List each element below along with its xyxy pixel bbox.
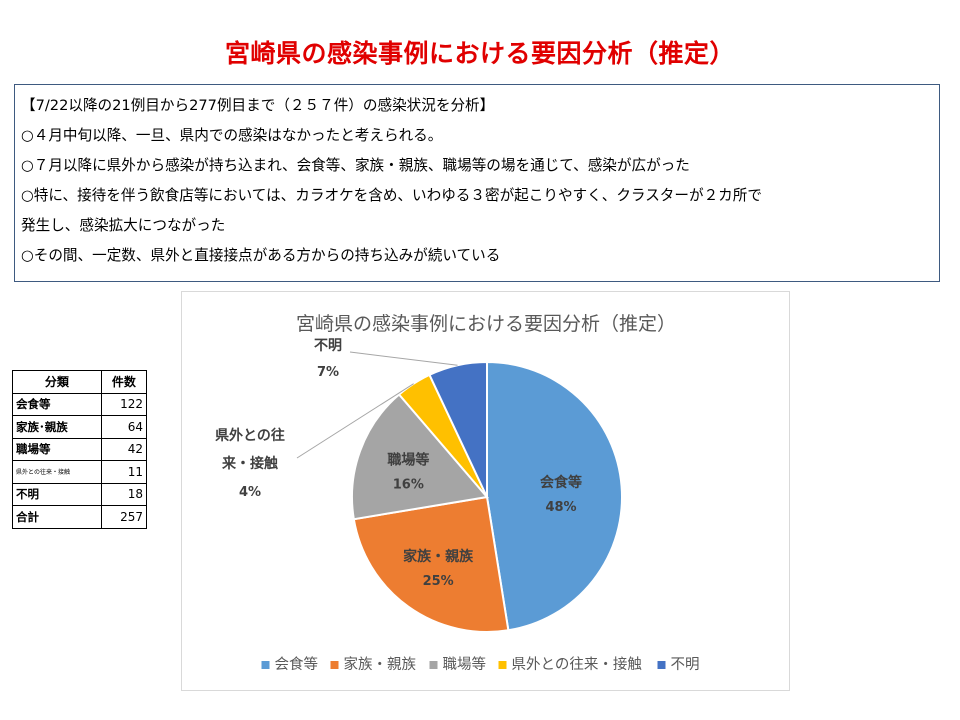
table-cell-category: 合計 (12, 505, 102, 529)
data-label-fumei: 不明 (314, 338, 342, 354)
summary-line: 発生し、感染拡大につながった (21, 217, 226, 234)
legend-label-kazoku: 家族・親族 (344, 656, 417, 673)
legend-label-kengai: 県外との往来・接触 (512, 656, 643, 673)
summary-line: ○７月以降に県外から感染が持ち込まれ、会食等、家族・親族、職場等の場を通じて、感… (21, 157, 690, 174)
leader-line-fumei (349, 351, 458, 366)
leader-line-kengai (296, 383, 414, 459)
data-label-percent-kazoku: 25% (423, 574, 454, 589)
table-cell-count: 18 (100, 482, 148, 506)
table-cell-count: 11 (100, 460, 148, 484)
legend-label-fumei: 不明 (671, 657, 700, 673)
pie-slice-kazoku (352, 495, 510, 633)
pie-chart: 宮崎県の感染事例における要因分析（推定） 会食等 48% 家族・親族 25% 職場等 16%… (181, 291, 790, 691)
table-cell-count: 122 (100, 392, 148, 416)
legend-label-kaishoku: 会食等 (275, 655, 319, 673)
pie-slice-shokuba (351, 393, 489, 521)
table-row: 県外との往来・接触 11 (12, 460, 148, 484)
table-header-row: 分類 件数 (12, 370, 148, 394)
table-cell-count: 42 (100, 437, 148, 461)
legend-swatch-fumei (657, 661, 666, 669)
summary-box: 【7/22以降の21例目から277例目まで（２５７件）の感染状況を分析】 ○４月… (14, 84, 940, 282)
table-cell-category: 職場等 (12, 437, 102, 461)
chart-title: 宮崎県の感染事例における要因分析（推定） (296, 313, 676, 335)
table-row: 不明 18 (12, 482, 148, 506)
summary-line: ○特に、接待を伴う飲食店等においては、カラオケを含め、いわゆる３密が起こりやすく… (21, 187, 762, 204)
data-label-percent-shokuba: 16% (393, 477, 424, 492)
data-label-percent-kaishoku: 48% (545, 500, 576, 515)
table-row: 会食等 122 (12, 392, 148, 416)
table-cell-category: 不明 (12, 482, 102, 506)
table-cell-category: 会食等 (12, 392, 102, 416)
table-row-total: 合計 257 (12, 505, 148, 529)
data-label-kaishoku: 会食等 (540, 474, 582, 491)
data-label-kengai: 県外との往 (215, 427, 285, 444)
pie-slice-kaishoku (486, 360, 623, 632)
legend-swatch-shokuba (429, 661, 438, 669)
legend-swatch-kazoku (330, 661, 339, 669)
count-table: 分類 件数 会食等 122 家族･親族 64 職場等 42 県外との往来・接触 … (12, 370, 148, 529)
data-label-shokuba: 職場等 (387, 451, 429, 468)
table-cell-count: 64 (100, 415, 148, 439)
summary-line: ○４月中旬以降、一旦、県内での感染はなかったと考えられる。 (21, 127, 443, 144)
legend-label-shokuba: 職場等 (443, 655, 487, 673)
table-cell-category: 家族･親族 (12, 415, 102, 439)
summary-heading: 【7/22以降の21例目から277例目まで（２５７件）の感染状況を分析】 (21, 97, 495, 114)
data-label-kazoku: 家族・親族 (403, 548, 474, 565)
table-cell-category: 県外との往来・接触 (12, 460, 102, 484)
legend-swatch-kengai (498, 661, 507, 669)
table-header-count: 件数 (100, 370, 148, 394)
table-row: 家族･親族 64 (12, 415, 148, 439)
data-label-kengai: 来・接触 (221, 455, 278, 472)
table-row: 職場等 42 (12, 437, 148, 461)
legend-swatch-kaishoku (261, 661, 270, 669)
data-label-percent-kengai: 4% (239, 485, 261, 500)
slide-title: 宮崎県の感染事例における要因分析（推定） (224, 39, 735, 68)
summary-line: ○その間、一定数、県外と直接接点がある方からの持ち込みが続いている (21, 247, 501, 264)
pie-slice-fumei (428, 360, 488, 498)
data-label-percent-fumei: 7% (317, 365, 339, 380)
pie-chart-svg: 宮崎県の感染事例における要因分析（推定） 会食等 48% 家族・親族 25% 職場等 16%… (215, 313, 700, 673)
table-header-category: 分類 (12, 370, 102, 394)
table-cell-count: 257 (100, 505, 148, 529)
